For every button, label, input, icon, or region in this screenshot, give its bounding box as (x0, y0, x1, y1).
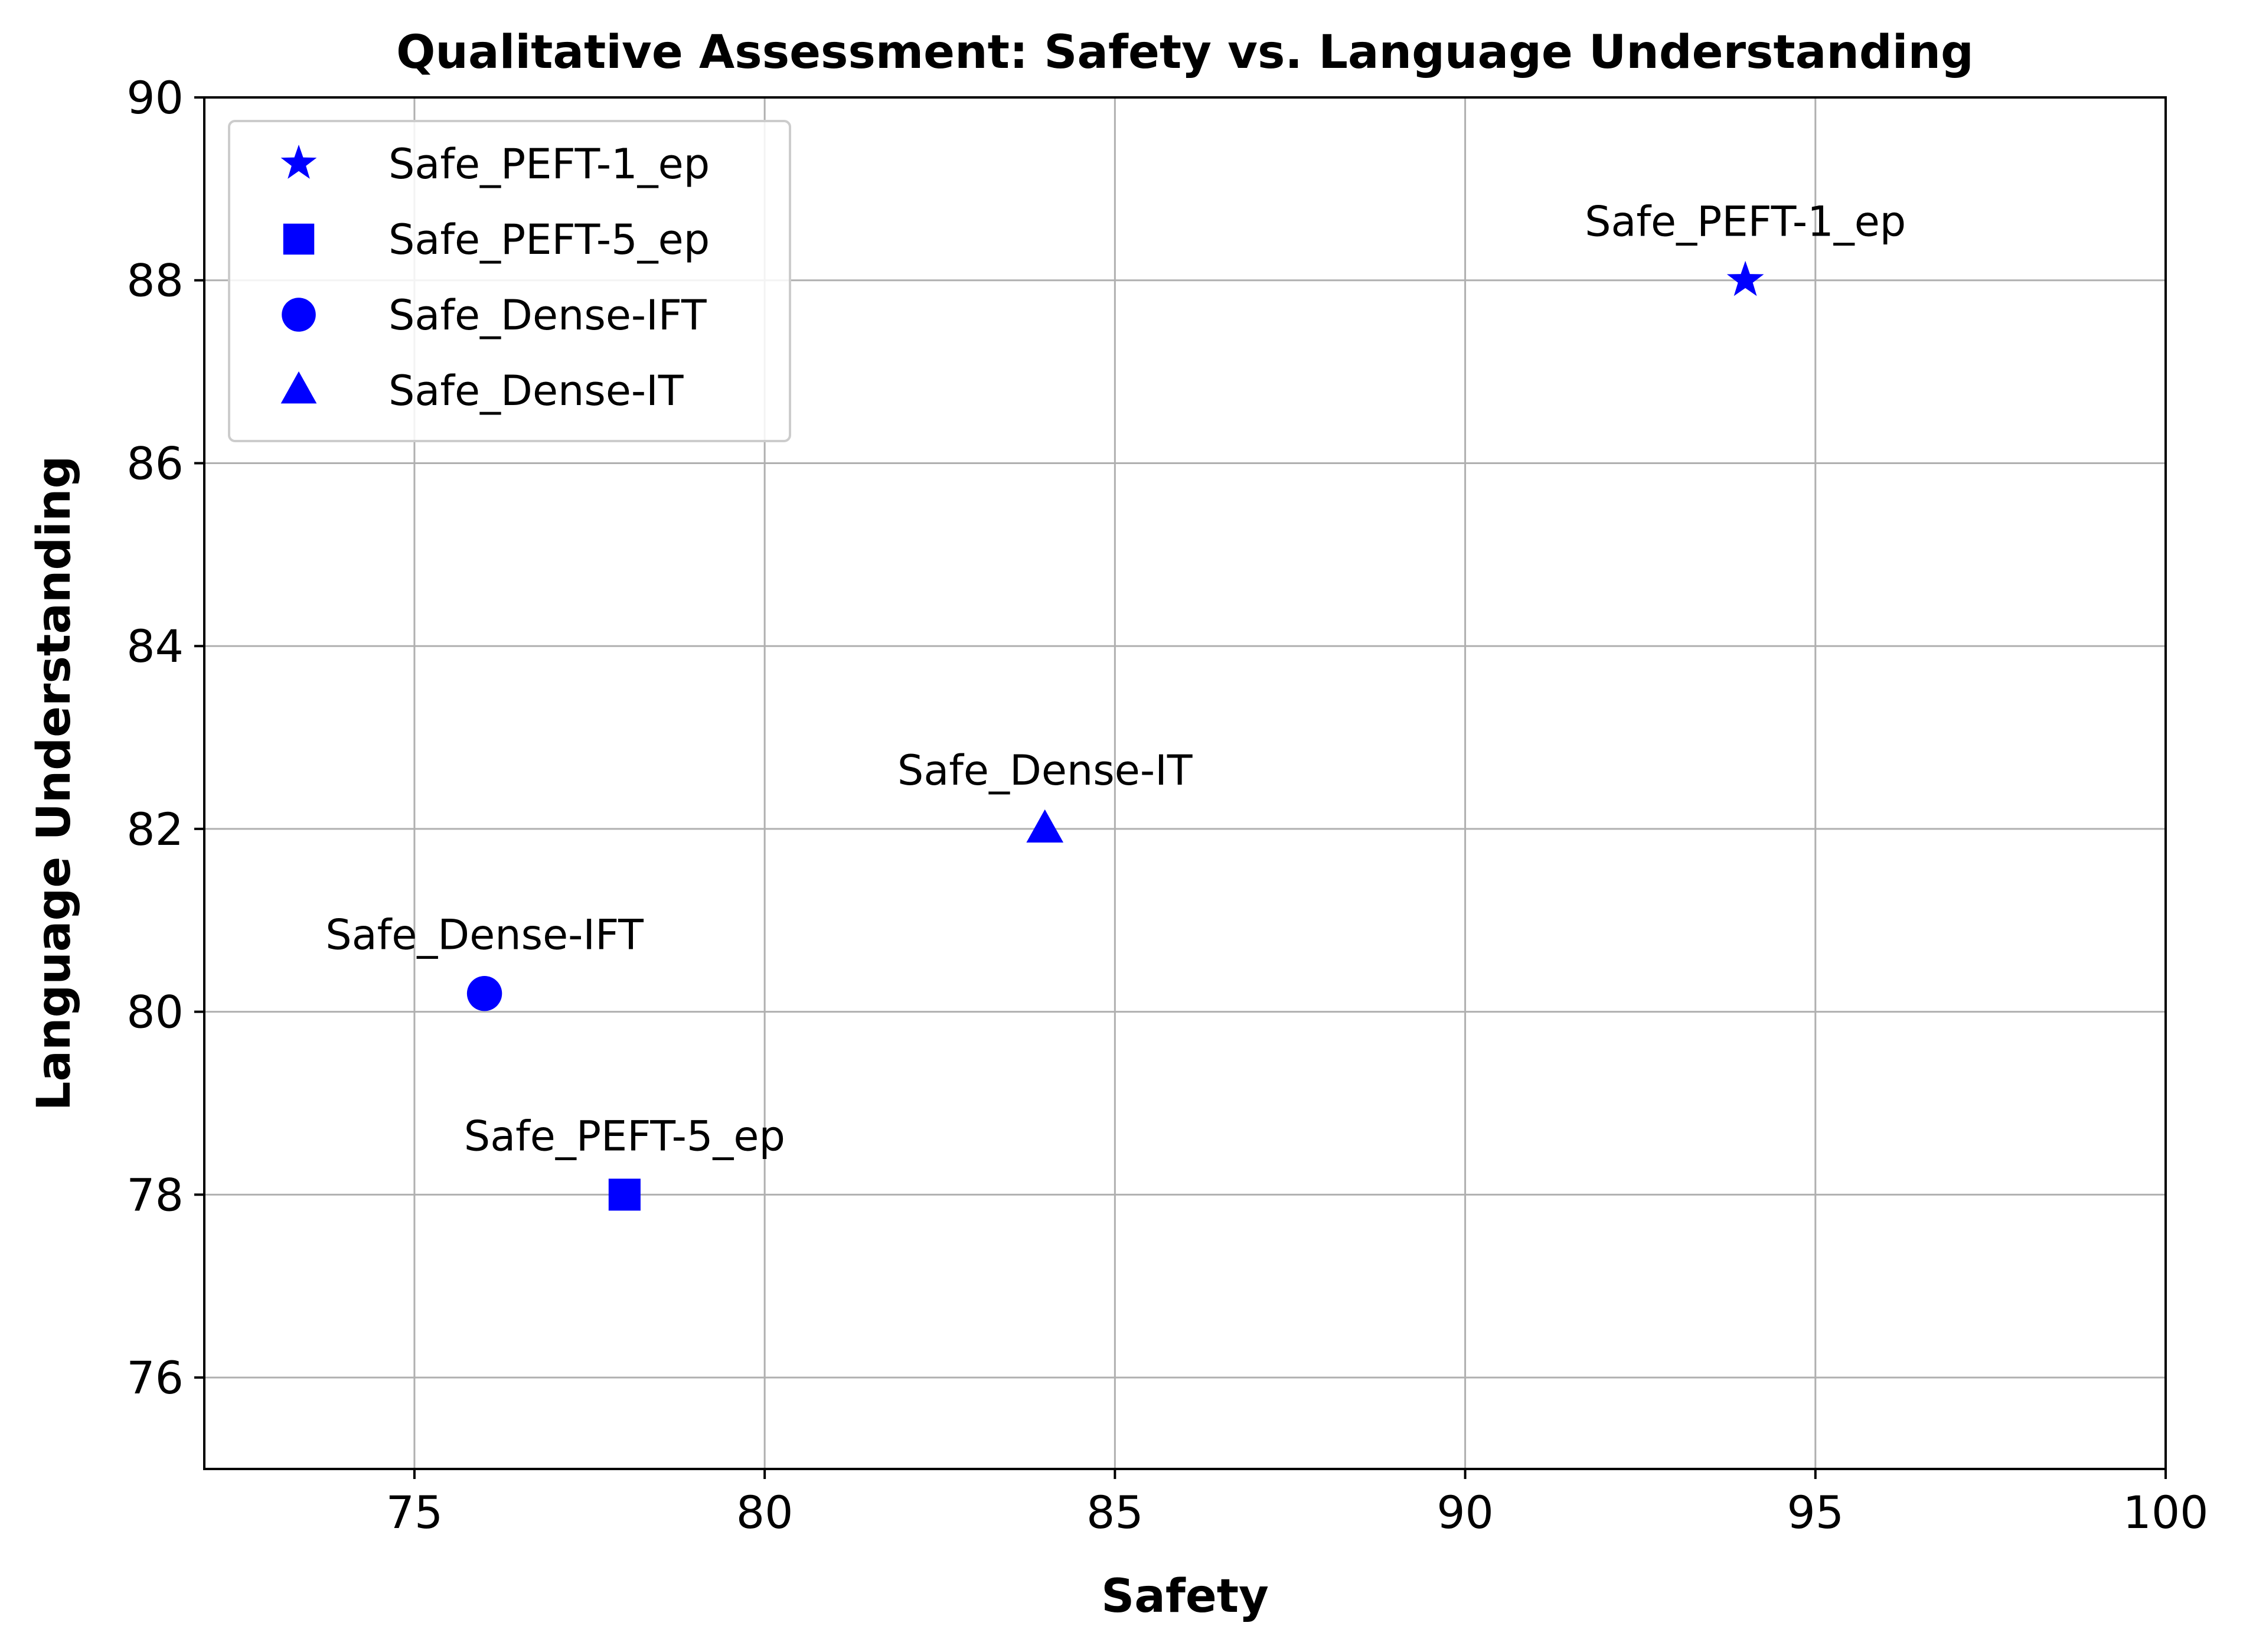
y-tick-label: 80 (126, 986, 184, 1039)
data-point (466, 975, 502, 1011)
data-point (608, 1178, 641, 1211)
legend-label: Safe_PEFT-1_ep (388, 140, 710, 188)
x-tick-label: 80 (736, 1486, 794, 1539)
y-tick-label: 76 (126, 1351, 184, 1404)
legend-box (228, 120, 791, 442)
legend-label: Safe_Dense-IT (388, 367, 684, 415)
legend-marker (282, 298, 316, 332)
x-axis-label: Safety (1101, 1570, 1269, 1623)
x-tick-label: 85 (1086, 1486, 1144, 1539)
y-tick-label: 88 (126, 254, 184, 307)
y-tick-label: 82 (126, 803, 184, 856)
data-points: Safe_PEFT-1_ep Safe_PEFT-5_ep Safe_Dense-I… (325, 198, 1906, 1211)
legend-marker (283, 223, 315, 255)
y-axis-label: Language Understanding (28, 456, 81, 1111)
plot-frame (203, 96, 2167, 1470)
x-tick-label: 95 (1787, 1486, 1844, 1539)
y-tick-label: 84 (126, 620, 184, 672)
data-label: Safe_Dense-IFT (325, 911, 644, 959)
x-tick-label: 100 (2123, 1486, 2208, 1539)
axis-ticks: 75 80 85 90 95 100 76 78 80 82 84 86 88 90 (126, 71, 2208, 1539)
legend-label: Safe_PEFT-5_ep (388, 216, 710, 264)
legend: Safe_PEFT-1_ep Safe_PEFT-5_ep Safe_Dense-I… (228, 120, 791, 442)
data-label: Safe_Dense-IT (897, 746, 1193, 795)
data-point (1726, 260, 1764, 296)
y-tick-label: 78 (126, 1168, 184, 1221)
data-point (1026, 809, 1064, 843)
data-label: Safe_PEFT-5_ep (464, 1112, 785, 1160)
chart-title: Qualitative Assessment: Safety vs. Langu… (396, 26, 1974, 79)
x-tick-label: 90 (1436, 1486, 1494, 1539)
y-tick-label: 90 (126, 71, 184, 124)
legend-label: Safe_Dense-IFT (388, 291, 707, 339)
legend-marker (280, 145, 317, 179)
legend-marker (280, 371, 317, 404)
y-tick-label: 86 (126, 437, 184, 489)
x-tick-label: 75 (386, 1486, 443, 1539)
data-label: Safe_PEFT-1_ep (1585, 198, 1906, 246)
